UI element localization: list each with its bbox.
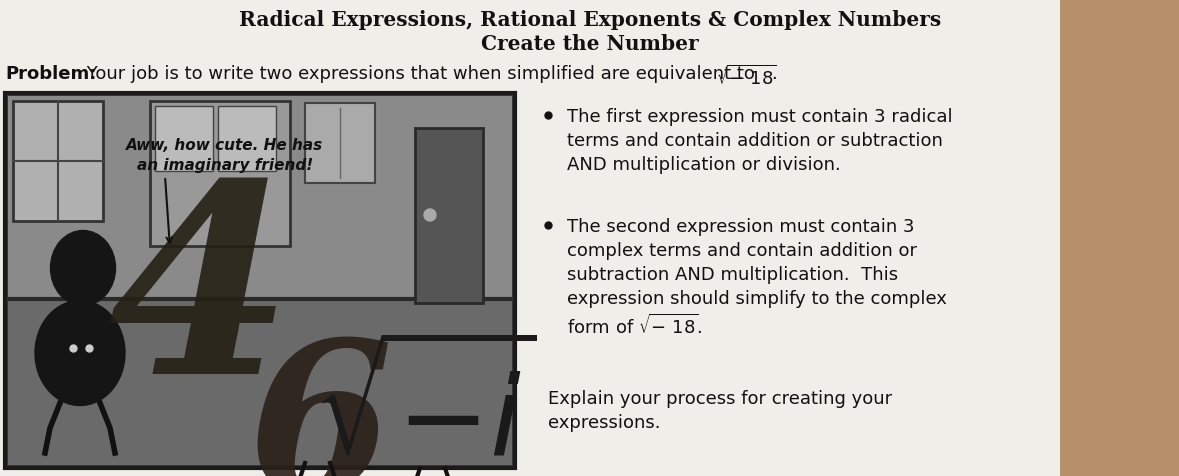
Circle shape — [424, 209, 436, 221]
Text: Your job is to write two expressions that when simplified are equivalent to: Your job is to write two expressions tha… — [81, 65, 760, 83]
Text: form of $\sqrt{-\ 18}$.: form of $\sqrt{-\ 18}$. — [567, 314, 703, 338]
Text: AND multiplication or division.: AND multiplication or division. — [567, 156, 841, 174]
FancyBboxPatch shape — [8, 96, 512, 298]
Text: terms and contain addition or subtraction: terms and contain addition or subtractio… — [567, 132, 943, 150]
FancyBboxPatch shape — [415, 128, 483, 303]
Text: 4: 4 — [108, 173, 292, 429]
Text: The second expression must contain 3: The second expression must contain 3 — [567, 218, 915, 236]
FancyBboxPatch shape — [8, 298, 512, 465]
FancyBboxPatch shape — [1060, 0, 1179, 476]
Text: $\sqrt{-i}$: $\sqrt{-i}$ — [314, 348, 536, 476]
Text: subtraction AND multiplication.  This: subtraction AND multiplication. This — [567, 266, 898, 284]
Text: Explain your process for creating your: Explain your process for creating your — [548, 390, 893, 408]
Text: an imaginary friend!: an imaginary friend! — [137, 158, 314, 173]
Text: expression should simplify to the complex: expression should simplify to the comple… — [567, 290, 947, 308]
Text: 6: 6 — [248, 333, 393, 476]
Text: Radical Expressions, Rational Exponents & Complex Numbers: Radical Expressions, Rational Exponents … — [239, 10, 941, 30]
Text: complex terms and contain addition or: complex terms and contain addition or — [567, 242, 917, 260]
Text: Create the Number: Create the Number — [481, 34, 699, 54]
Ellipse shape — [51, 230, 116, 306]
FancyBboxPatch shape — [150, 101, 290, 246]
Text: The first expression must contain 3 radical: The first expression must contain 3 radi… — [567, 108, 953, 126]
Text: .: . — [771, 65, 777, 83]
FancyBboxPatch shape — [13, 101, 103, 221]
Text: $\sqrt{-\ 18}$: $\sqrt{-\ 18}$ — [716, 65, 777, 89]
Ellipse shape — [35, 300, 125, 406]
FancyBboxPatch shape — [305, 103, 375, 183]
Text: expressions.: expressions. — [548, 414, 660, 432]
FancyBboxPatch shape — [5, 93, 515, 468]
Text: Problem:: Problem: — [5, 65, 97, 83]
Text: Aww, how cute. He has: Aww, how cute. He has — [126, 138, 323, 153]
FancyBboxPatch shape — [154, 106, 213, 171]
FancyBboxPatch shape — [218, 106, 276, 171]
